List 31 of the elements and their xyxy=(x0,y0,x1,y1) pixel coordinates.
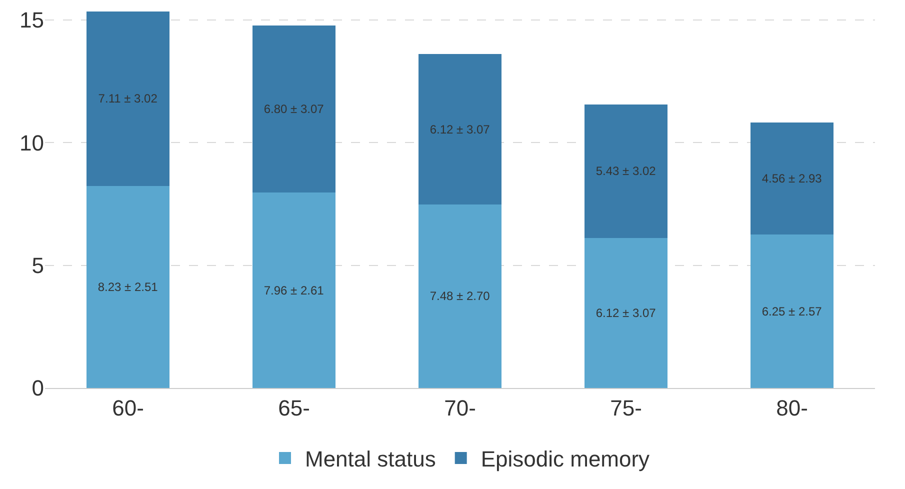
y-tick-label: 5 xyxy=(32,252,44,278)
y-tick-label: 10 xyxy=(20,130,44,156)
data-label: 7.48 ± 2.70 xyxy=(430,289,490,304)
y-tick-label: 15 xyxy=(20,8,44,33)
data-label: 4.56 ± 2.93 xyxy=(762,172,822,186)
x-tick-label: 65- xyxy=(278,395,310,420)
data-label: 7.11 ± 3.02 xyxy=(98,92,158,106)
bar xyxy=(750,122,834,235)
legend-label: Episodic memory xyxy=(480,446,650,472)
x-tick-label: 75- xyxy=(610,395,642,420)
bar xyxy=(418,204,502,388)
y-tick-label: 0 xyxy=(32,376,44,401)
bar xyxy=(584,238,668,388)
data-label: 6.25 ± 2.57 xyxy=(762,304,822,318)
bar xyxy=(418,54,502,204)
bar xyxy=(86,186,170,388)
bar xyxy=(252,26,336,193)
bar xyxy=(750,234,834,388)
legend-label: Mental status xyxy=(305,446,436,472)
data-label: 7.96 ± 2.61 xyxy=(264,283,324,298)
data-label: 8.23 ± 2.51 xyxy=(98,280,158,294)
data-label: 6.12 ± 3.07 xyxy=(430,122,490,136)
bar xyxy=(584,104,668,238)
x-tick-label: 80- xyxy=(776,395,808,420)
data-label: 5.43 ± 3.02 xyxy=(596,164,656,178)
data-label: 6.12 ± 3.07 xyxy=(596,306,656,320)
x-tick-label: 60- xyxy=(112,395,144,420)
x-tick-label: 70- xyxy=(444,395,476,420)
bar xyxy=(252,192,336,388)
data-label: 6.80 ± 3.07 xyxy=(264,102,324,116)
bar xyxy=(86,11,170,186)
